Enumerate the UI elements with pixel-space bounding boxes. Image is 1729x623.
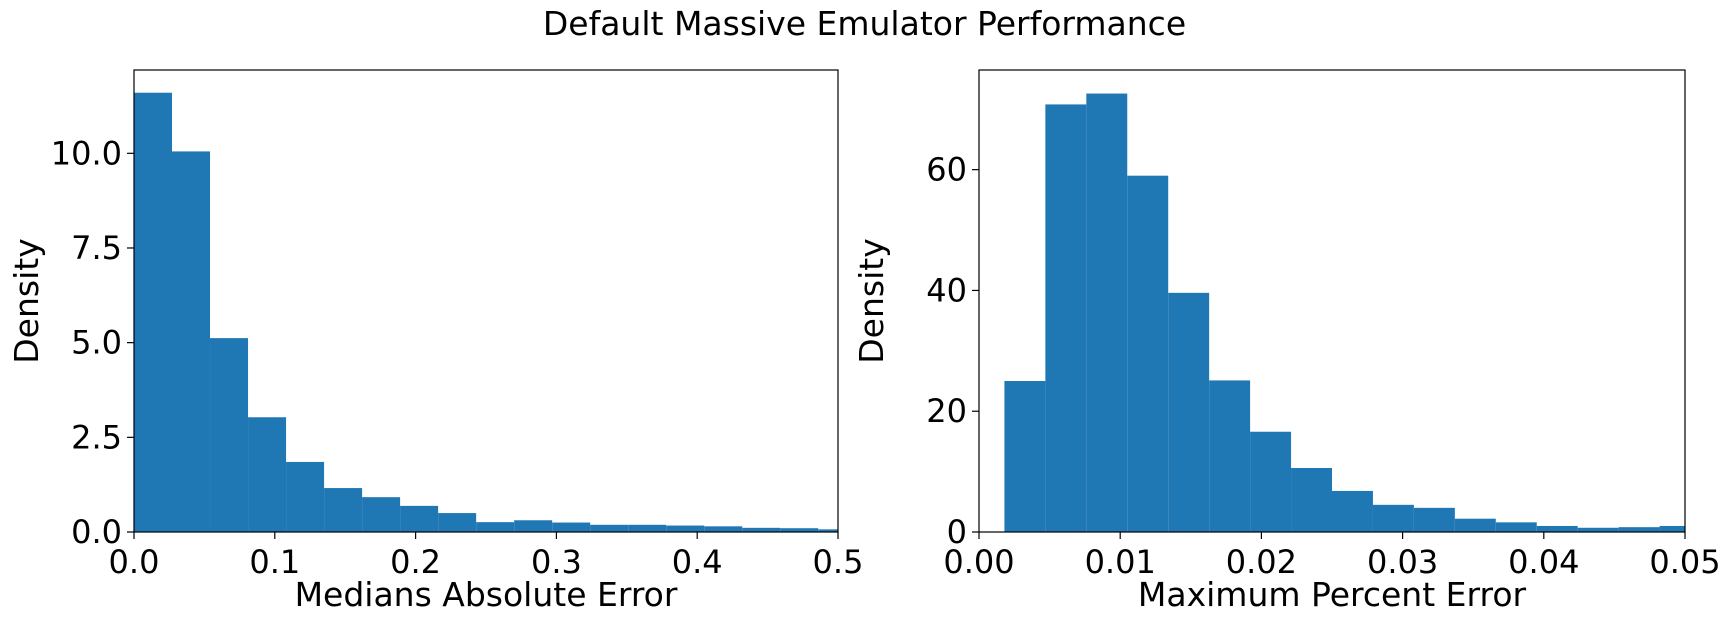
left-histogram-bar-6 [362,497,401,532]
right-histogram-bar-11 [1454,518,1496,532]
right-axes-frame [978,69,1686,533]
left-y-tick-label-3: 7.5 [71,229,122,267]
right-x-tick-label-5: 0.05 [1649,543,1720,581]
left-histogram-bar-16 [742,527,781,532]
right-y-tick-label-0: 0 [947,513,967,551]
right-x-tick-label-3: 0.03 [1367,543,1438,581]
left-histogram-panel: 0.0 0.1 0.2 0.3 0.4 0.5 0.0 2.5 5.0 7.5 10.0 Median… [7,69,864,614]
right-histogram-panel: 0.00 0.01 0.02 0.03 0.04 0.05 0 20 40 60 Maximum P… [852,69,1721,614]
left-histogram-bar-1 [172,151,211,532]
right-histogram-bar-1 [1045,104,1087,533]
left-x-tick-label-2: 0.2 [390,543,441,581]
right-histogram-bar-9 [1372,504,1414,532]
left-x-tick-label-5: 0.5 [813,543,864,581]
right-y-tick-label-1: 20 [926,392,967,430]
left-y-tick-label-4: 10.0 [51,134,122,172]
right-histogram-bar-6 [1250,431,1292,532]
right-x-tick-label-1: 0.01 [1085,543,1156,581]
left-histogram-bar-3 [248,417,287,532]
left-histogram-bar-15 [704,526,743,532]
right-histogram-bar-16 [1659,525,1685,532]
right-histogram-bar-3 [1127,175,1169,532]
left-histogram-bar-9 [476,522,515,532]
left-histogram-bar-12 [590,524,629,532]
right-histogram-bar-0 [1004,381,1046,532]
right-y-axis-label: Density [852,238,891,363]
left-histogram-bar-11 [552,522,591,532]
right-histogram-bar-14 [1577,527,1619,532]
right-histogram-bar-12 [1495,522,1537,532]
left-x-tick-label-1: 0.1 [249,543,300,581]
right-histogram-bar-10 [1413,507,1455,532]
right-x-tick-label-2: 0.02 [1226,543,1297,581]
left-x-tick-label-3: 0.3 [531,543,582,581]
left-x-tick-label-4: 0.4 [672,543,723,581]
left-histogram-bar-7 [400,505,439,532]
left-histogram-bar-14 [666,525,705,532]
right-x-tick-label-4: 0.04 [1508,543,1579,581]
left-y-tick-label-0: 0.0 [71,513,122,551]
left-y-tick-label-2: 5.0 [71,324,122,362]
left-y-tick-label-1: 2.5 [71,418,122,456]
right-histogram-bar-15 [1618,527,1660,532]
left-histogram-bar-18 [818,529,838,532]
left-histogram-bar-13 [628,524,667,532]
right-x-axis-label: Maximum Percent Error [1138,575,1527,614]
right-x-tick-label-0: 0.00 [943,543,1014,581]
figure-title: Default Massive Emulator Performance [542,4,1187,43]
right-histogram-bar-2 [1086,93,1128,532]
left-x-axis-label: Medians Absolute Error [295,575,678,614]
right-histogram-bar-4 [1168,292,1210,532]
left-histogram-bar-2 [210,338,249,532]
right-y-tick-label-3: 60 [926,151,967,189]
left-axes-frame [133,69,839,533]
right-histogram-bar-13 [1536,525,1578,532]
left-histogram-bar-0 [134,92,173,532]
right-histogram-bar-5 [1209,380,1251,532]
left-histogram-bar-17 [780,528,819,532]
left-histogram-bar-10 [514,520,553,532]
left-y-axis-label: Density [7,238,46,363]
left-histogram-bar-4 [286,461,325,532]
left-histogram-bar-5 [324,488,363,532]
right-y-tick-label-2: 40 [926,271,967,309]
right-histogram-bar-8 [1332,490,1373,532]
right-histogram-bar-7 [1291,467,1332,532]
left-x-tick-label-0: 0.0 [109,543,160,581]
left-histogram-bar-8 [438,513,477,532]
